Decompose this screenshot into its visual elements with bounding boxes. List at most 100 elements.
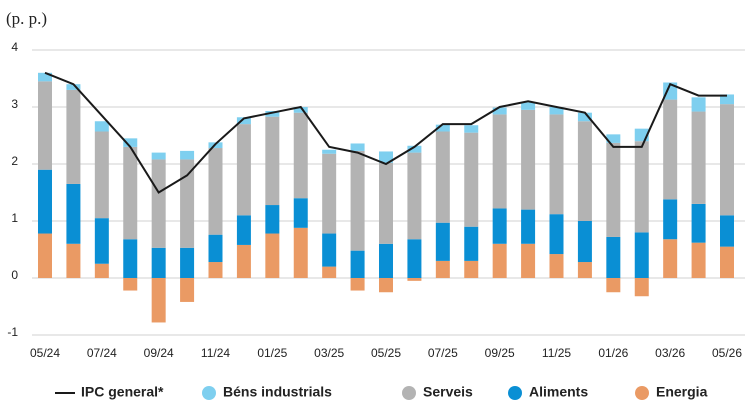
bar-segment: [38, 169, 52, 234]
bar-segment: [492, 107, 507, 115]
legend-label: IPC general*: [81, 384, 164, 400]
line: [44, 71, 727, 194]
bar-segment: [94, 121, 109, 132]
x-tick-label: 11/25: [542, 346, 571, 360]
bar-segment: [720, 215, 734, 247]
bar-segment: [66, 183, 81, 244]
bar-segment: [123, 239, 138, 278]
bar-segment: [293, 112, 308, 199]
bar-segment: [691, 97, 706, 112]
legend-swatch: [202, 386, 216, 400]
y-tick-label: 3: [11, 97, 18, 111]
bar-segment: [606, 142, 621, 237]
bar-segment: [720, 94, 734, 105]
bar-segment: [379, 162, 393, 244]
bar-segment: [720, 104, 734, 216]
bar-segment: [38, 81, 52, 170]
y-tick-label: 4: [11, 40, 18, 54]
bar-segment: [293, 227, 308, 278]
bar-segment: [180, 247, 195, 278]
bar-segment: [435, 124, 450, 132]
bar-segment: [265, 110, 280, 117]
bar-segment: [492, 243, 507, 278]
bar-segment: [663, 99, 678, 200]
bar-segment: [663, 82, 678, 100]
bar-segment: [663, 239, 678, 278]
bar-segment: [94, 131, 109, 219]
bar-segment: [577, 221, 592, 263]
bar-segment: [151, 278, 166, 323]
x-tick-label: 03/26: [655, 346, 685, 360]
bar-segment: [521, 209, 536, 244]
bar-segment: [492, 114, 507, 209]
bar-segment: [407, 239, 422, 278]
bar-segment: [66, 243, 81, 278]
bar-segment: [180, 278, 195, 302]
bar-segment: [38, 72, 52, 82]
bar-segment: [577, 262, 592, 278]
legend-swatch: [635, 386, 649, 400]
bar-segment: [521, 109, 536, 210]
bar-segment: [464, 125, 479, 133]
bar-segment: [236, 117, 251, 125]
bar-segment: [663, 199, 678, 240]
legend-swatch: [402, 386, 416, 400]
x-tick-label: 03/25: [314, 346, 344, 360]
bar-segment: [38, 233, 52, 278]
bar-segment: [549, 254, 564, 278]
bar-segment: [379, 278, 393, 293]
bar-segment: [151, 152, 166, 160]
bar-segment: [265, 205, 280, 234]
x-tick-label: 07/25: [428, 346, 458, 360]
bar-segment: [549, 214, 564, 255]
bar-segment: [577, 121, 592, 221]
bar-segment: [691, 111, 706, 204]
bar-segment: [123, 138, 138, 147]
bar-segment: [66, 89, 81, 184]
bar-segment: [606, 134, 621, 143]
bar-segment: [322, 266, 337, 278]
bar-segment: [379, 243, 393, 278]
legend-label: Aliments: [529, 384, 588, 400]
bar-segment: [492, 208, 507, 244]
bar-segment: [435, 260, 450, 278]
bar-segment: [236, 124, 251, 216]
bar-segment: [94, 218, 109, 264]
x-tick-label: 05/26: [712, 346, 742, 360]
bar-segment: [634, 141, 649, 233]
bar-segment: [293, 107, 308, 113]
x-tick-label: 11/24: [201, 346, 230, 360]
y-tick-label: 1: [11, 211, 18, 225]
bar-segment: [208, 234, 223, 263]
bar-segment: [464, 132, 479, 227]
bar-segment: [720, 246, 734, 278]
bar-segment: [151, 247, 166, 278]
bar-segment: [407, 278, 422, 281]
bar-segment: [606, 236, 621, 278]
bar-segment: [350, 143, 365, 151]
bar-segment: [407, 152, 422, 240]
bar-segment: [435, 222, 450, 261]
y-tick-label: 0: [11, 268, 18, 282]
bar-segment: [236, 215, 251, 245]
bar-segment: [634, 278, 649, 297]
x-tick-label: 09/25: [485, 346, 515, 360]
bar-segment: [379, 151, 393, 163]
bar-segment: [265, 116, 280, 206]
x-tick-label: 07/24: [87, 346, 117, 360]
bar-segment: [350, 250, 365, 278]
bar-segment: [208, 262, 223, 278]
bar-segment: [464, 260, 479, 278]
bar-segment: [123, 278, 138, 291]
bar-segment: [691, 203, 706, 243]
bar-segment: [691, 242, 706, 278]
bar-segment: [208, 148, 223, 235]
bar-segment: [549, 107, 564, 115]
chart-subtitle: (p. p.): [6, 9, 47, 28]
x-tick-label: 01/26: [598, 346, 628, 360]
legend-label: Béns industrials: [223, 384, 332, 400]
bar-segment: [322, 149, 337, 154]
bar-segment: [236, 244, 251, 278]
x-tick-label: 09/24: [144, 346, 174, 360]
